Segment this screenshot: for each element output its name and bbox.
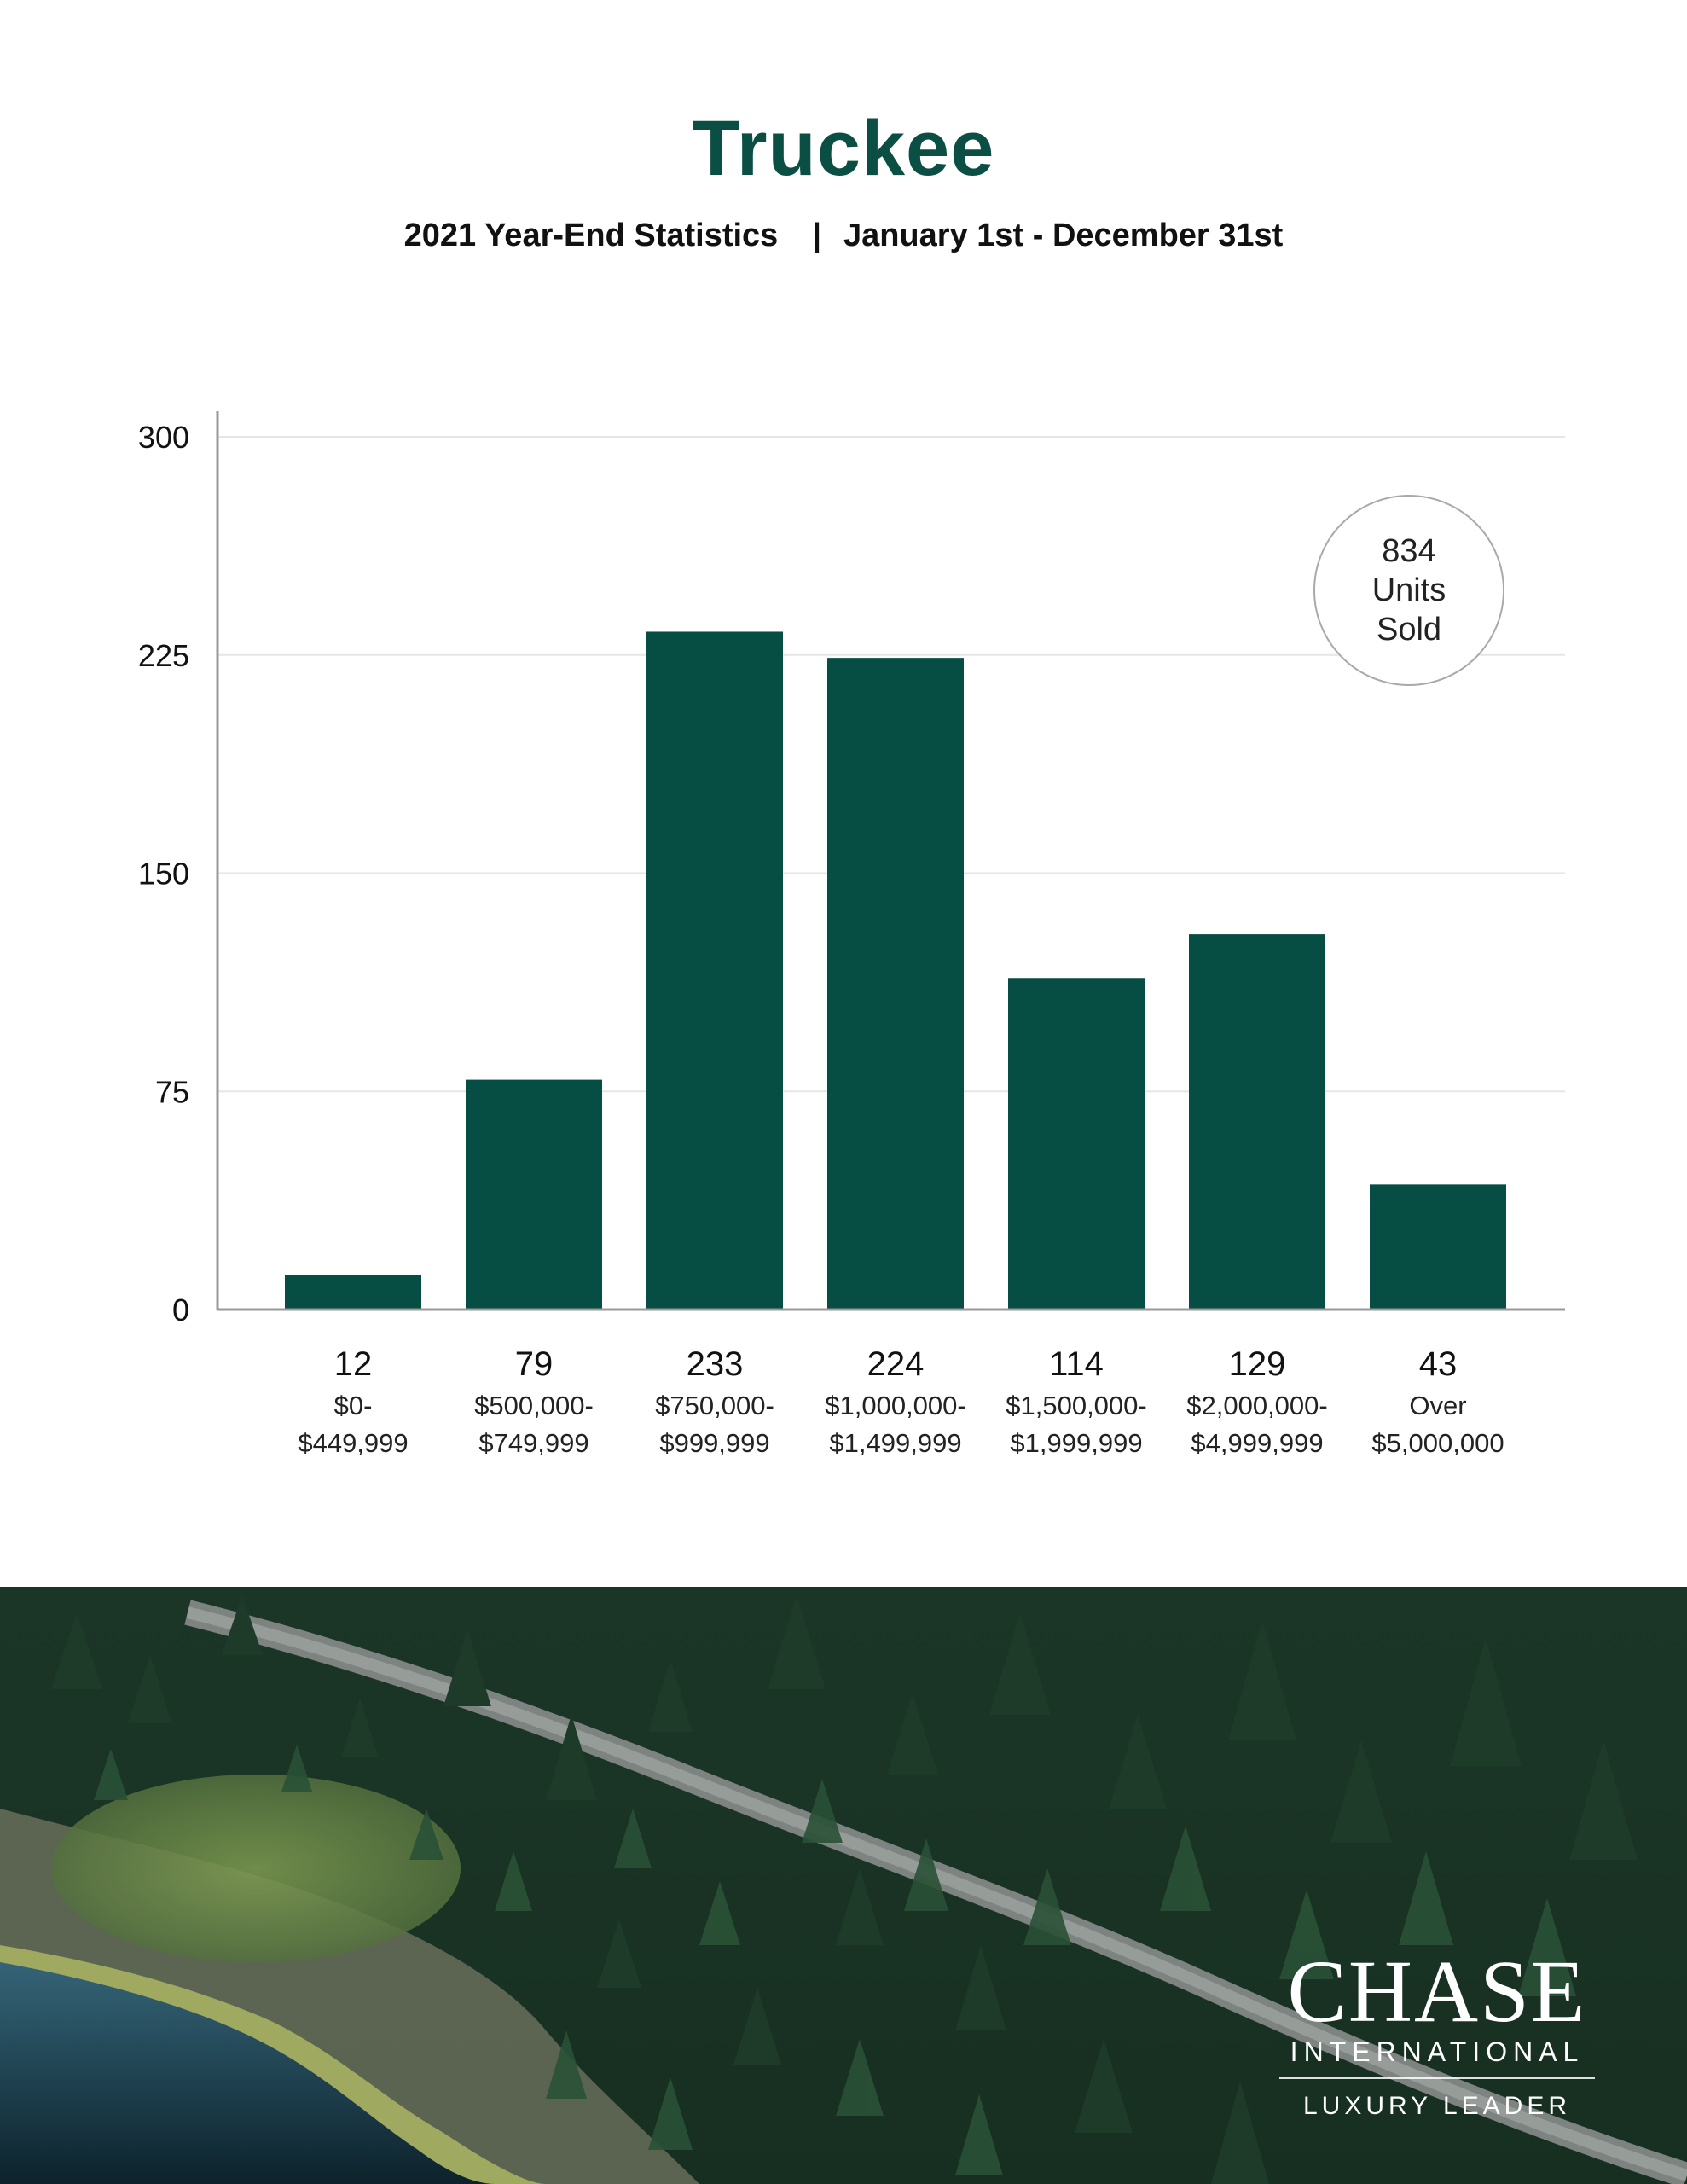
category-label: Over xyxy=(1409,1391,1466,1420)
logo-tagline: LUXURY LEADER xyxy=(1303,2092,1571,2120)
category-label: $1,499,999 xyxy=(829,1428,961,1458)
category-label: $500,000- xyxy=(474,1391,594,1420)
bar-chart: 0 75 150 225 300 12 $0- $449,999 79 $500,000- $74… xyxy=(138,411,1565,1458)
page-subtitle: 2021 Year-End Statistics | January 1st - D… xyxy=(0,218,1687,254)
bar xyxy=(466,1079,602,1310)
bars xyxy=(285,631,1506,1310)
bar-value-label: 224 xyxy=(867,1345,925,1383)
subtitle-dates: January 1st - December 31st xyxy=(843,218,1284,253)
forest-landscape-image xyxy=(0,1587,1687,2184)
category-label: $0- xyxy=(334,1391,373,1420)
units-sold-label-line1: Units xyxy=(1371,572,1446,608)
y-tick-label: 75 xyxy=(155,1074,189,1109)
bar-value-label: 43 xyxy=(1419,1345,1458,1383)
subtitle-period: 2021 Year-End Statistics xyxy=(403,218,779,253)
category-label: $1,999,999 xyxy=(1010,1428,1142,1458)
logo-wordmark: CHASE xyxy=(1287,1943,1587,2041)
forest-lake-photo xyxy=(0,1587,1687,2184)
bar xyxy=(1370,1184,1506,1310)
y-tick-label: 300 xyxy=(138,420,189,455)
category-label: $4,999,999 xyxy=(1191,1428,1323,1458)
category-label: $2,000,000- xyxy=(1186,1391,1327,1420)
category-label: $449,999 xyxy=(298,1428,408,1458)
page-title: Truckee xyxy=(692,105,995,192)
category-label: $5,000,000 xyxy=(1371,1428,1504,1458)
bar-value-label: 129 xyxy=(1229,1345,1286,1383)
category-label: $1,000,000- xyxy=(825,1391,965,1420)
bar xyxy=(1008,978,1145,1310)
bar-value-label: 233 xyxy=(687,1345,744,1383)
chase-international-logo: CHASE INTERNATIONAL LUXURY LEADER xyxy=(1279,1943,1595,2123)
category-label: $750,000- xyxy=(655,1391,774,1420)
bar xyxy=(646,631,783,1310)
category-label: $999,999 xyxy=(659,1428,769,1458)
bar xyxy=(827,658,964,1310)
bar-value-label: 114 xyxy=(1049,1345,1104,1383)
category-label: $1,500,000- xyxy=(1006,1391,1146,1420)
subtitle-separator: | xyxy=(812,218,821,253)
y-tick-label: 225 xyxy=(138,638,189,673)
bar-value-label: 79 xyxy=(515,1345,554,1383)
y-tick-label: 0 xyxy=(172,1292,189,1327)
y-axis-tick-labels: 0 75 150 225 300 xyxy=(138,420,189,1327)
units-sold-value: 834 xyxy=(1382,533,1436,569)
bar-value-label: 12 xyxy=(334,1345,373,1383)
logo-subtitle: INTERNATIONAL xyxy=(1279,2035,1595,2079)
x-axis-labels: 12 $0- $449,999 79 $500,000- $749,999 233 $750,… xyxy=(298,1345,1504,1458)
category-label: $749,999 xyxy=(478,1428,588,1458)
bar xyxy=(285,1275,421,1310)
y-tick-label: 150 xyxy=(138,857,189,892)
units-sold-label-line2: Sold xyxy=(1376,612,1442,648)
bar xyxy=(1189,934,1325,1310)
units-sold-badge: 834 Units Sold xyxy=(1313,495,1504,686)
